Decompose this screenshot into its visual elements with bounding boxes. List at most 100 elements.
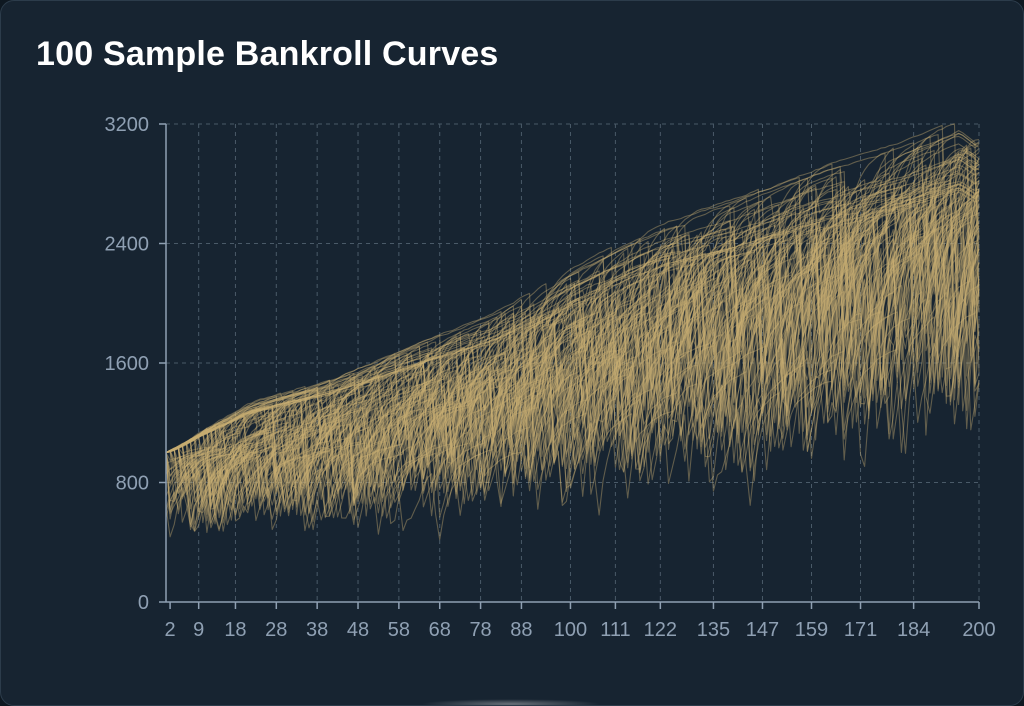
x-tick-label: 122 [644, 619, 677, 641]
bankroll-series-line [165, 135, 980, 495]
bankroll-series-line [165, 216, 980, 506]
bankroll-series-line [165, 156, 980, 541]
bankroll-series-line [165, 204, 980, 495]
bankroll-series-line [165, 224, 980, 531]
bankroll-series-line [165, 191, 980, 491]
x-tick-label: 18 [224, 619, 246, 641]
bankroll-series-line [165, 191, 980, 489]
x-tick-label: 68 [429, 619, 451, 641]
bankroll-series-line [165, 189, 980, 528]
bankroll-series-line [165, 187, 980, 469]
bankroll-series-line [165, 159, 980, 532]
bankroll-series-line [165, 159, 980, 503]
bankroll-series-line [165, 179, 980, 513]
bankroll-series-line [165, 180, 980, 531]
bankroll-series-line [165, 143, 980, 491]
bankroll-series-line [165, 183, 980, 510]
bankroll-series-line [165, 149, 980, 538]
y-tick-label: 1600 [105, 353, 150, 375]
bankroll-series-line [165, 186, 980, 477]
bankroll-series-line [165, 216, 980, 476]
x-tick-label: 135 [697, 619, 730, 641]
x-tick-label: 147 [746, 619, 779, 641]
y-tick-label: 800 [116, 473, 149, 495]
bankroll-series-line [165, 194, 980, 492]
bankroll-series-line [165, 200, 980, 517]
bankroll-series-line [165, 185, 980, 515]
bankroll-series-line [165, 195, 980, 477]
bankroll-series-line [165, 198, 980, 532]
bankroll-series-line [165, 218, 980, 519]
bankroll-series-line [165, 187, 980, 485]
scroll-indicator [421, 699, 601, 705]
bankroll-series-line [165, 196, 980, 522]
bankroll-series-line [165, 228, 980, 520]
bankroll-series-line [165, 144, 980, 519]
x-tick-label: 78 [469, 619, 491, 641]
series-group [165, 123, 980, 541]
bankroll-series-line [165, 173, 980, 477]
bankroll-series-line [165, 130, 980, 533]
bankroll-series-line [165, 156, 980, 496]
x-tick-label: 159 [795, 619, 828, 641]
x-tick-label: 171 [844, 619, 877, 641]
x-axis-labels: 2 9 18 28 38 48 58 68 78 88 100 111 122 135 147 159 171 1… [165, 619, 996, 641]
bankroll-series-line [165, 279, 980, 526]
y-axis-labels: 0 800 1600 2400 3200 [105, 114, 150, 614]
x-tick-label: 111 [600, 619, 630, 641]
bankroll-series-line [165, 135, 980, 477]
bankroll-series-line [165, 217, 980, 515]
y-tick-label: 3200 [105, 114, 150, 136]
bankroll-series-line [165, 161, 980, 497]
bankroll-series-line [165, 207, 980, 507]
bankroll-series-line [165, 149, 980, 531]
bankroll-series-line [165, 198, 980, 530]
bankroll-series-line [165, 182, 980, 517]
x-tick-label: 28 [265, 619, 287, 641]
bankroll-series-line [165, 207, 980, 487]
bankroll-series-line [165, 181, 980, 510]
bankroll-series-line [165, 158, 980, 535]
bankroll-series-line [165, 272, 980, 517]
bankroll-series-line [165, 153, 980, 485]
bankroll-series-line [165, 179, 980, 510]
bankroll-series-line [165, 147, 980, 516]
bankroll-series-line [165, 134, 980, 486]
bankroll-series-line [165, 186, 980, 511]
bankroll-series-line [165, 203, 980, 500]
bankroll-series-line [165, 164, 980, 500]
x-tick-label: 88 [510, 619, 532, 641]
bankroll-series-line [165, 212, 980, 454]
bankroll-series-line [165, 152, 980, 496]
bankroll-series-line [165, 132, 980, 508]
bankroll-series-line [165, 182, 980, 502]
bankroll-series-line [165, 182, 980, 514]
bankroll-series-line [165, 180, 980, 513]
x-tick-label: 184 [897, 619, 930, 641]
bankroll-series-line [165, 184, 980, 523]
bankroll-series-line [165, 279, 980, 511]
bankroll-series-line [165, 182, 980, 519]
bankroll-series-line [165, 147, 980, 506]
bankroll-series-line [165, 179, 980, 508]
bankroll-series-line [165, 198, 980, 503]
bankroll-series-line [165, 157, 980, 525]
bankroll-series-line [165, 200, 980, 505]
x-tick-label: 38 [306, 619, 328, 641]
bankroll-series-line [165, 150, 980, 491]
bankroll-series-line [165, 152, 980, 516]
bankroll-series-line [165, 165, 980, 500]
bankroll-series-line [165, 189, 980, 511]
bankroll-series-line [165, 190, 980, 525]
bankroll-series-line [165, 124, 980, 520]
bankroll-series-line [165, 148, 980, 454]
axes [159, 123, 980, 609]
x-tick-label: 100 [554, 619, 587, 641]
bankroll-series-line [165, 164, 980, 514]
bankroll-series-line [165, 187, 980, 516]
bankroll-series-line [165, 158, 980, 522]
y-tick-label: 0 [138, 592, 149, 614]
bankroll-series-line [165, 192, 980, 516]
bankroll-series-line [165, 146, 980, 492]
